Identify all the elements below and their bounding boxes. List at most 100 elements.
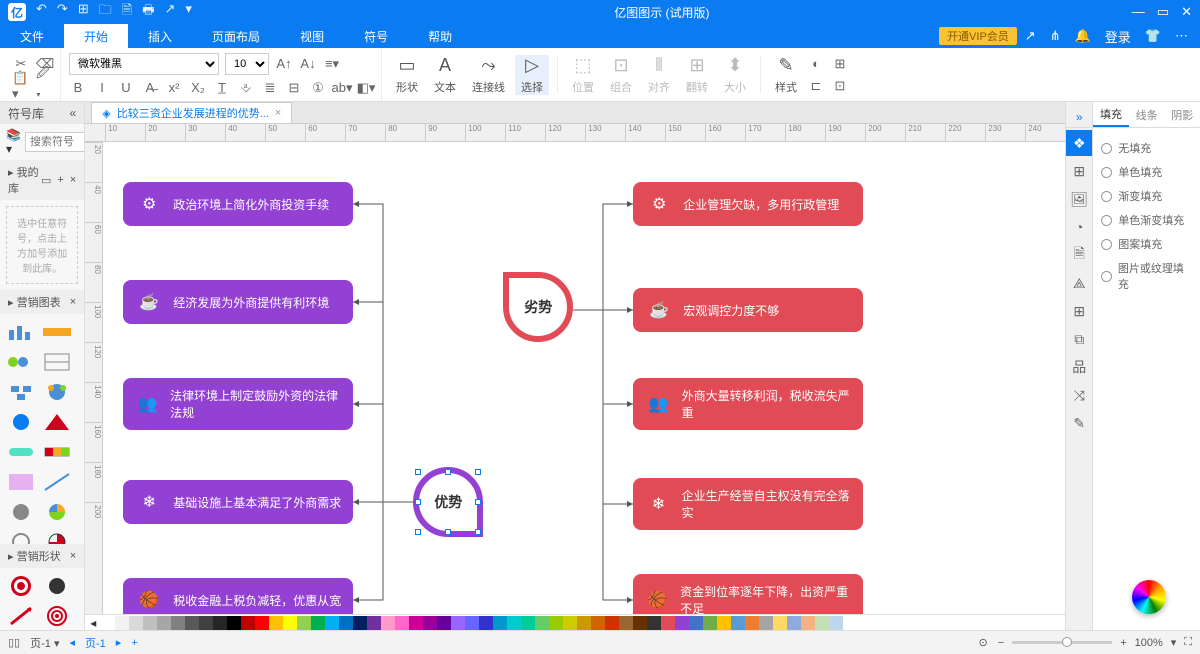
shape-item[interactable] (6, 574, 36, 598)
qat-open[interactable]: 🗀 (99, 1, 112, 23)
color-wheel-fab[interactable] (1132, 580, 1166, 614)
font-grow-button[interactable]: A↑ (275, 55, 293, 73)
disadvantage-node-3[interactable]: 👥外商大量转移利润，税收流失严重 (633, 378, 863, 430)
expand-icon[interactable]: » (1066, 106, 1092, 128)
canvas[interactable]: ⚙政治环境上简化外商投资手续 ☕经济发展为外商提供有利环境 👥法律环境上制定鼓励… (103, 142, 1065, 614)
marketing-shapes-section[interactable]: ▸ 营销形状× (0, 544, 84, 568)
color-swatch[interactable] (241, 616, 255, 630)
shape-item[interactable] (6, 440, 36, 464)
color-swatch[interactable] (703, 616, 717, 630)
disadvantage-node-5[interactable]: 🏀资金到位率逐年下降，出资严重不足 (633, 574, 863, 614)
shape-item[interactable] (42, 350, 72, 374)
more-icon[interactable]: ⋯ (1175, 28, 1188, 44)
close-section-icon[interactable]: × (70, 296, 76, 308)
qat-new[interactable]: ⊞ (78, 1, 89, 23)
color-swatch[interactable] (283, 616, 297, 630)
color-swatch[interactable] (745, 616, 759, 630)
color-swatch[interactable] (297, 616, 311, 630)
text-fill-button[interactable]: T̲ (213, 79, 231, 97)
advantage-node-5[interactable]: 🏀税收金融上税负减轻，优惠从宽 (123, 578, 353, 614)
extra-3[interactable]: ⊏ (807, 77, 825, 95)
qat-export[interactable]: ↗ (164, 1, 175, 23)
color-swatch[interactable] (171, 616, 185, 630)
color-swatch[interactable] (605, 616, 619, 630)
fill-option-none[interactable]: 无填充 (1101, 136, 1192, 160)
color-swatch[interactable] (185, 616, 199, 630)
table-tool-icon[interactable]: ⊞ (1066, 298, 1092, 324)
style-tool[interactable]: ✎样式 (769, 55, 803, 95)
color-swatch[interactable] (773, 616, 787, 630)
align-button[interactable]: ≡▾ (323, 55, 341, 73)
shape-item[interactable] (6, 350, 36, 374)
menu-home[interactable]: 开始 (64, 24, 128, 48)
color-swatch[interactable] (311, 616, 325, 630)
color-swatch[interactable] (423, 616, 437, 630)
color-swatch[interactable] (367, 616, 381, 630)
fork-icon[interactable]: ⋔ (1050, 28, 1061, 44)
edit-tool-icon[interactable]: ✎ (1066, 410, 1092, 436)
qat-redo[interactable]: ↷ (57, 1, 68, 23)
fill-option-solid[interactable]: 单色填充 (1101, 160, 1192, 184)
login-link[interactable]: 登录 (1105, 27, 1131, 46)
bold-button[interactable]: B (69, 79, 87, 97)
subscript-button[interactable]: X₂ (189, 79, 207, 97)
fit-icon[interactable]: ⊙ (979, 636, 988, 649)
advantage-hub[interactable]: 优势 (413, 467, 483, 537)
zoom-dropdown-icon[interactable]: ▾ (1171, 636, 1177, 649)
my-library-section[interactable]: ▸ 我的库 ▭+× (0, 160, 84, 200)
shape-item[interactable] (6, 530, 36, 544)
paste-button[interactable]: 📋▾ (12, 77, 30, 95)
image-tool-icon[interactable]: 🖼 (1066, 186, 1092, 212)
tab-fill[interactable]: 填充 (1093, 102, 1129, 127)
page-tool-icon[interactable]: 🗎 (1066, 242, 1092, 268)
color-swatch[interactable] (325, 616, 339, 630)
qat-save[interactable]: 🗎 (122, 1, 132, 23)
color-swatch[interactable] (829, 616, 843, 630)
close-button[interactable]: ✕ (1181, 4, 1192, 20)
copy-button[interactable]: 🖉▾ (36, 77, 54, 95)
color-swatch[interactable] (381, 616, 395, 630)
advantage-node-3[interactable]: 👥法律环境上制定鼓励外资的法律法规 (123, 378, 353, 430)
page-dropdown[interactable]: 页-1 ▾ (30, 635, 59, 651)
color-swatch[interactable] (591, 616, 605, 630)
color-swatch[interactable] (731, 616, 745, 630)
superscript-button[interactable]: x² (165, 79, 183, 97)
italic-button[interactable]: I (93, 79, 111, 97)
collapse-icon[interactable]: « (70, 106, 77, 120)
color-swatch[interactable] (801, 616, 815, 630)
plus-icon[interactable]: + (57, 174, 63, 187)
shape-tool-icon[interactable]: ⟁ (1066, 270, 1092, 296)
color-swatch[interactable] (451, 616, 465, 630)
group-tool[interactable]: ⊡组合 (604, 55, 638, 95)
font-shrink-button[interactable]: A↓ (299, 55, 317, 73)
color-swatch[interactable] (157, 616, 171, 630)
extra-4[interactable]: ⊡ (831, 77, 849, 95)
vip-button[interactable]: 开通VIP会员 (939, 27, 1017, 45)
menu-view[interactable]: 视图 (280, 24, 344, 48)
minimize-button[interactable]: — (1132, 4, 1145, 20)
search-input[interactable] (25, 132, 85, 152)
menu-help[interactable]: 帮助 (408, 24, 472, 48)
prev-page-icon[interactable]: ◂ (69, 636, 75, 649)
shape-item[interactable] (6, 470, 36, 494)
tab-close-icon[interactable]: × (275, 107, 281, 119)
shape-item[interactable] (42, 574, 72, 598)
color-swatch[interactable] (661, 616, 675, 630)
shape-item[interactable] (42, 380, 72, 404)
color-swatch[interactable] (115, 616, 129, 630)
document-tab[interactable]: ◈ 比较三资企业发展进程的优势... × (91, 102, 292, 123)
menu-pagelayout[interactable]: 页面布局 (192, 24, 280, 48)
color-swatch[interactable] (759, 616, 773, 630)
tab-line[interactable]: 线条 (1129, 102, 1165, 127)
color-swatch[interactable] (409, 616, 423, 630)
menu-insert[interactable]: 插入 (128, 24, 192, 48)
color-swatch[interactable] (269, 616, 283, 630)
color-swatch[interactable] (787, 616, 801, 630)
shape-item[interactable] (42, 410, 72, 434)
color-swatch[interactable] (143, 616, 157, 630)
color-swatch[interactable] (549, 616, 563, 630)
color-swatch[interactable] (647, 616, 661, 630)
grid-tool-icon[interactable]: ⊞ (1066, 158, 1092, 184)
qat-print[interactable]: 🖶 (142, 1, 154, 23)
close-section-icon[interactable]: × (70, 174, 76, 187)
